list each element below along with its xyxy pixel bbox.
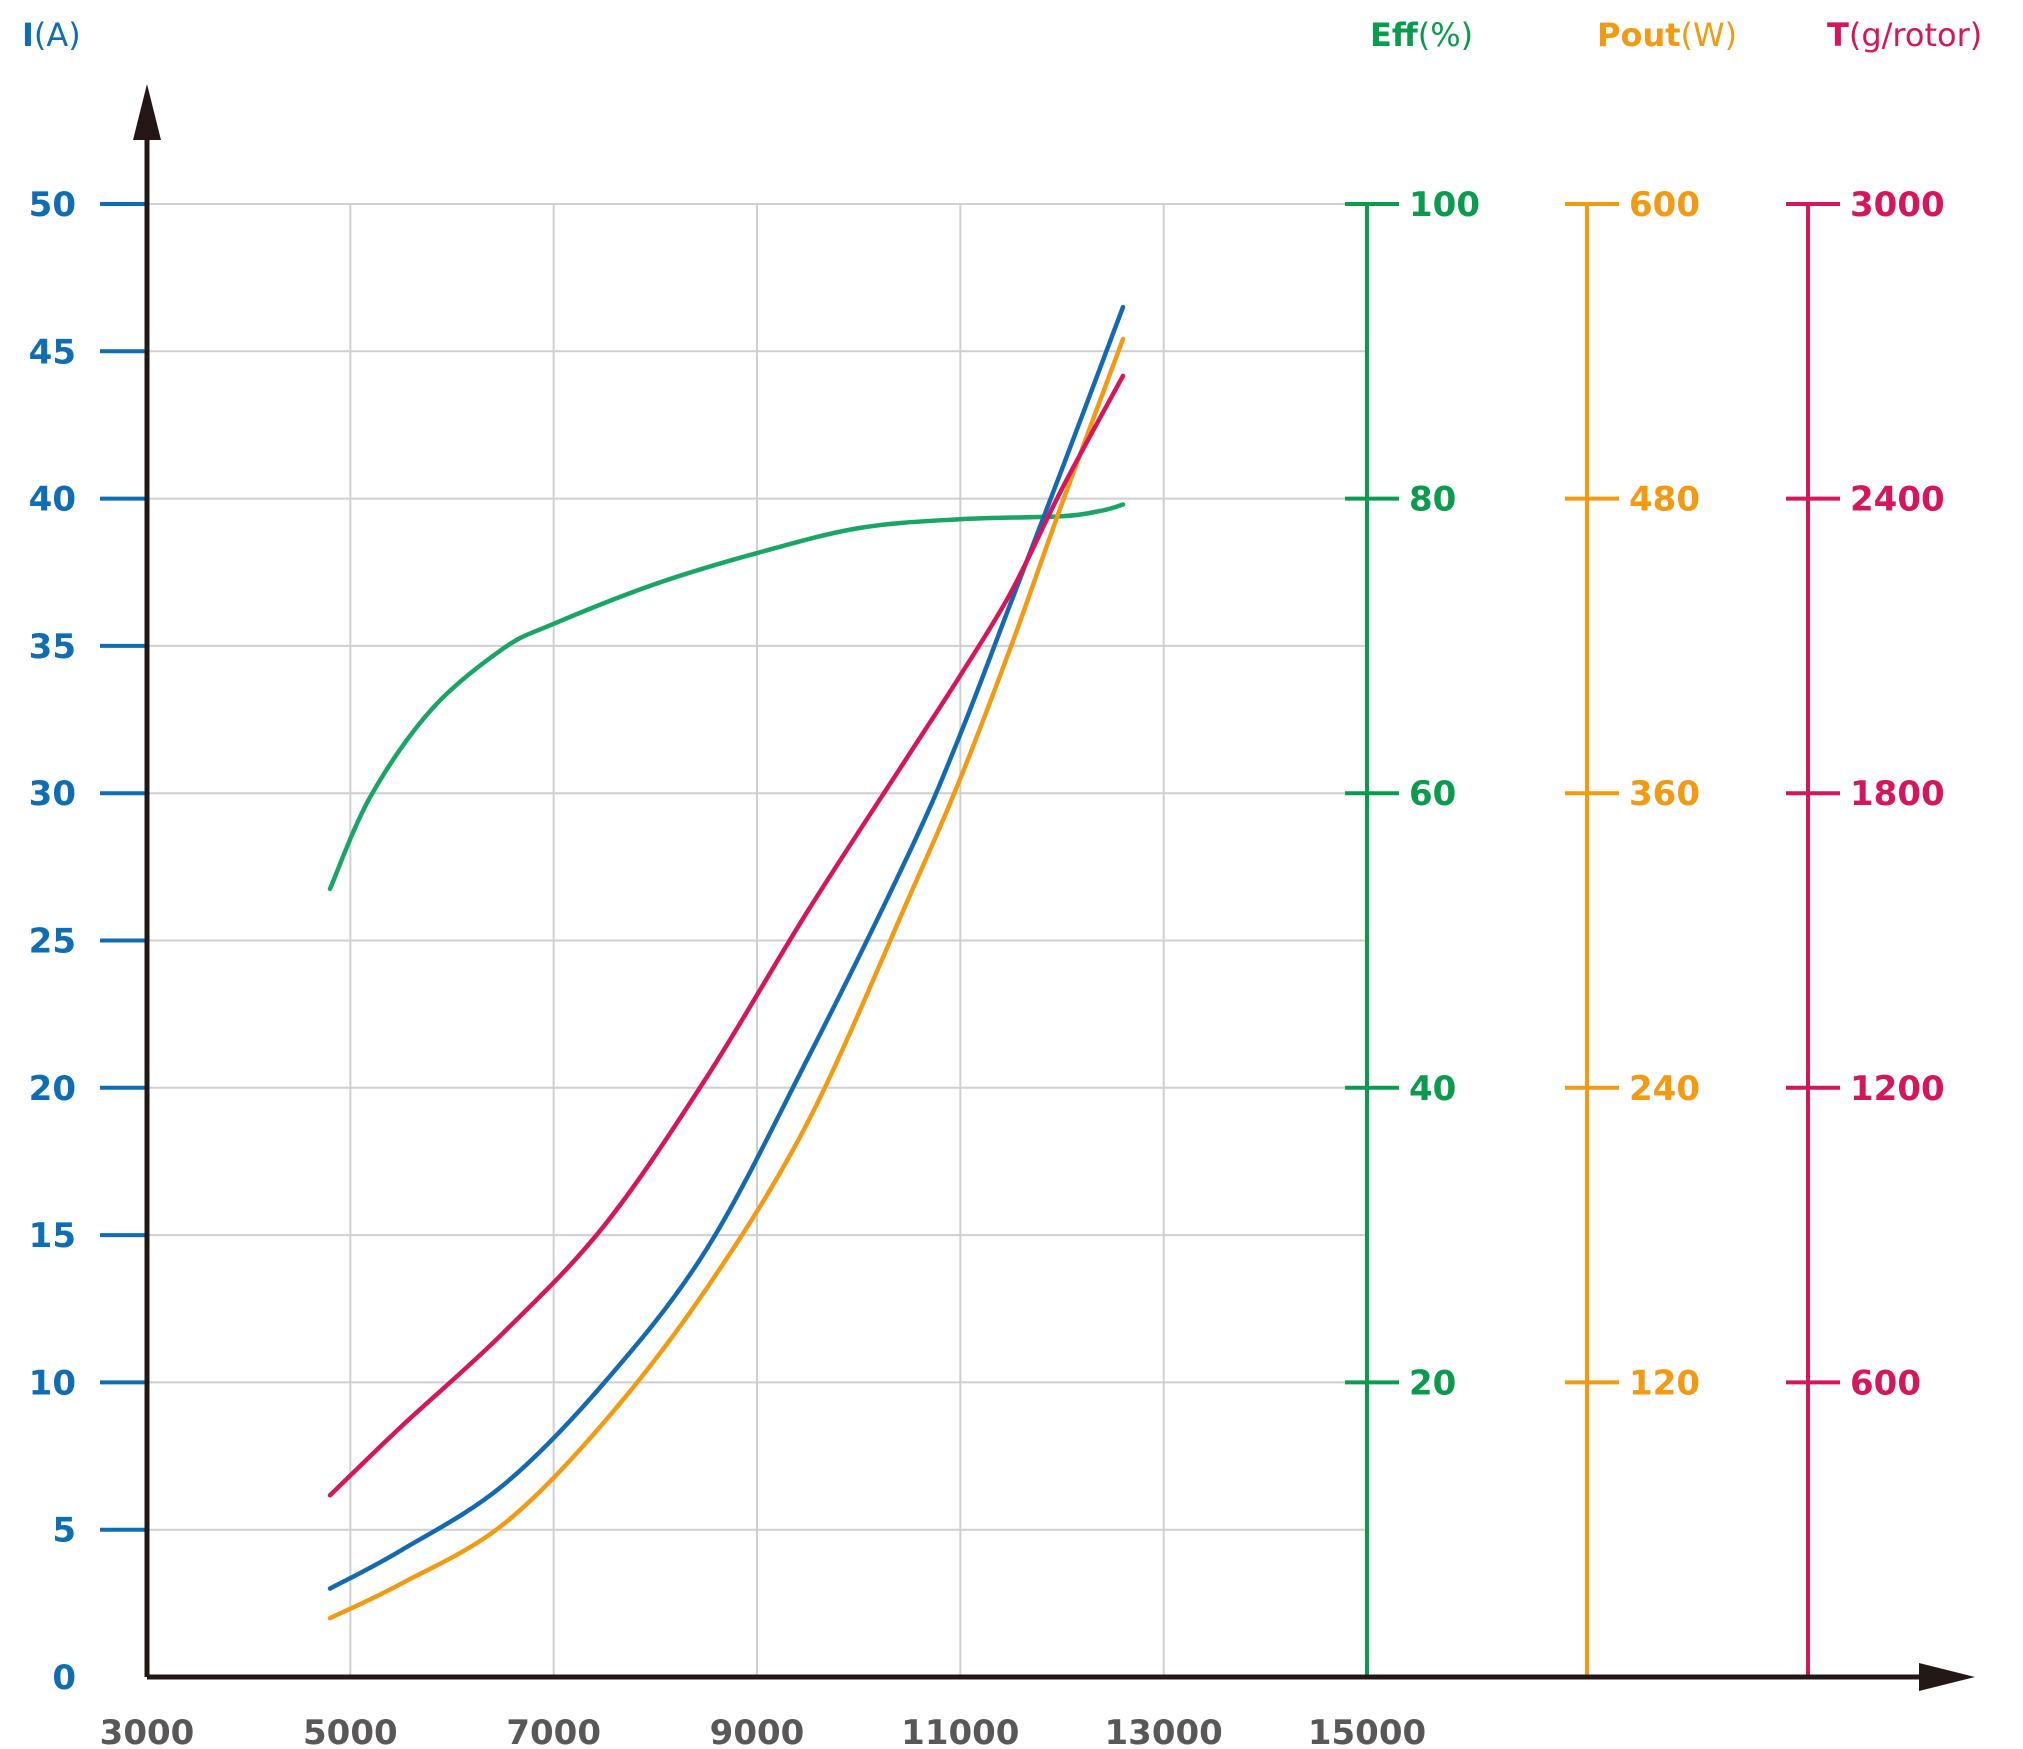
t-tick-label: 1200 xyxy=(1850,1069,1945,1109)
pout-tick-label: 480 xyxy=(1629,480,1700,520)
i-tick-label: 0 xyxy=(52,1658,76,1698)
i-tick-label: 25 xyxy=(29,922,76,962)
t-axis-title: T(g/rotor) xyxy=(1827,16,1982,54)
pout-tick-label: 600 xyxy=(1629,185,1700,225)
x-tick-label: 9000 xyxy=(710,1713,805,1749)
i-tick-label: 5 xyxy=(52,1511,76,1551)
t-tick-label: 2400 xyxy=(1850,480,1945,520)
eff-tick-label: 60 xyxy=(1409,774,1456,814)
i-tick-label: 35 xyxy=(29,627,76,667)
eff-tick-label: 20 xyxy=(1409,1363,1456,1403)
x-tick-label: 3000 xyxy=(100,1713,195,1749)
pout-axis-title: Pout(W) xyxy=(1597,16,1737,54)
i-axis-title: I(A) xyxy=(22,16,81,54)
series xyxy=(327,304,1126,1621)
i-tick-label: 15 xyxy=(29,1216,76,1256)
eff-tick-label: 100 xyxy=(1409,185,1480,225)
x-tick-label: 13000 xyxy=(1105,1713,1223,1749)
x-tick-label: 5000 xyxy=(303,1713,398,1749)
eff-axis-title: Eff(%) xyxy=(1370,16,1473,54)
i-tick-label: 40 xyxy=(29,480,76,520)
i-tick-label: 10 xyxy=(29,1363,76,1403)
pout-tick-label: 360 xyxy=(1629,774,1700,814)
t-series-line xyxy=(327,373,1126,1498)
eff-series-line xyxy=(327,502,1126,892)
x-tick-label: 7000 xyxy=(506,1713,601,1749)
pout-tick-label: 120 xyxy=(1629,1363,1700,1403)
i-tick-label: 30 xyxy=(29,774,76,814)
t-tick-label: 1800 xyxy=(1850,774,1945,814)
t-tick-label: 600 xyxy=(1850,1363,1921,1403)
axes xyxy=(100,84,1975,1691)
i-tick-label: 45 xyxy=(29,332,76,372)
y-axis-arrow xyxy=(133,84,161,140)
eff-tick-label: 40 xyxy=(1409,1069,1456,1109)
i-tick-label: 50 xyxy=(29,185,76,225)
pout-tick-label: 240 xyxy=(1629,1069,1700,1109)
pout-series-line xyxy=(327,336,1126,1621)
eff-tick-label: 80 xyxy=(1409,480,1456,520)
x-tick-label: 11000 xyxy=(901,1713,1019,1749)
labels: 3000 5000 7000 9000 11000 13000 15000 0 5 10 15 20 2… xyxy=(22,16,1982,1749)
x-axis-arrow xyxy=(1919,1663,1975,1691)
t-tick-label: 3000 xyxy=(1850,185,1945,225)
x-tick-label: 15000 xyxy=(1308,1713,1426,1749)
i-tick-label: 20 xyxy=(29,1069,76,1109)
grid xyxy=(147,203,1367,1677)
